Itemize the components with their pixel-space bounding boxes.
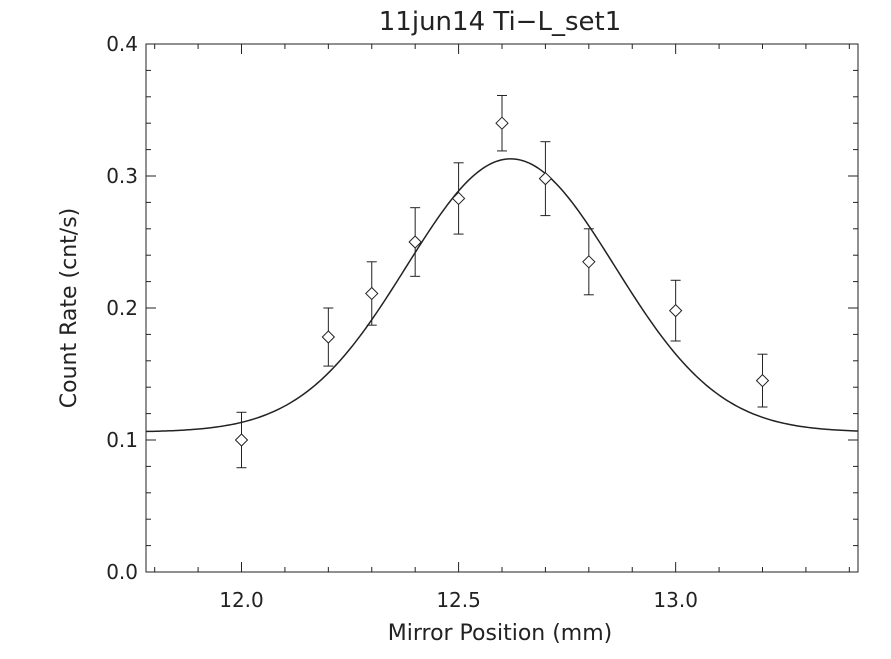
y-tick-label: 0.2 [106,296,138,320]
diamond-marker [668,303,683,318]
diamond-marker [365,286,379,301]
diamond-marker [321,330,336,344]
diamond-marker [495,116,509,130]
data-point [408,207,422,277]
x-axis-label: Mirror Position (mm) [388,621,613,646]
y-tick-label: 0.3 [106,164,138,188]
diamond-marker [451,191,466,206]
data-point [495,94,509,152]
data-point [365,261,379,326]
data-point [234,411,249,469]
data-point [538,141,553,217]
data-point [755,353,770,408]
fit-curve-layer [145,158,859,433]
y-tick-label: 0.1 [106,428,138,452]
tick-labels: 12.0 12.5 13.0 0.0 0.1 0.2 0.3 0.4 [106,32,698,612]
diamond-marker [538,171,553,186]
diamond-marker [408,235,422,249]
data-point [321,307,336,367]
data-point [451,162,466,235]
diamond-marker [755,373,770,388]
chart-title: 11jun14 Ti−L_set1 [379,7,621,37]
diamond-marker [234,433,249,447]
data-point [582,228,596,296]
x-tick-label: 12.0 [219,588,264,612]
y-tick-label: 0.4 [106,32,138,56]
x-tick-label: 12.5 [436,588,481,612]
tick-marks [146,43,858,573]
diamond-marker [582,255,596,269]
fit-curve [145,158,859,433]
y-tick-label: 0.0 [106,560,138,584]
y-axis-label: Count Rate (cnt/s) [57,208,82,408]
x-tick-label: 13.0 [653,588,698,612]
data-points-layer [234,94,770,469]
data-point [668,279,683,342]
